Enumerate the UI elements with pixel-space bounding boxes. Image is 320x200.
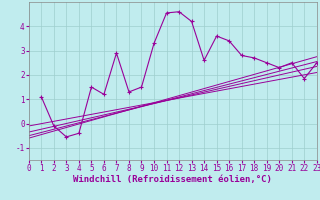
X-axis label: Windchill (Refroidissement éolien,°C): Windchill (Refroidissement éolien,°C) xyxy=(73,175,272,184)
